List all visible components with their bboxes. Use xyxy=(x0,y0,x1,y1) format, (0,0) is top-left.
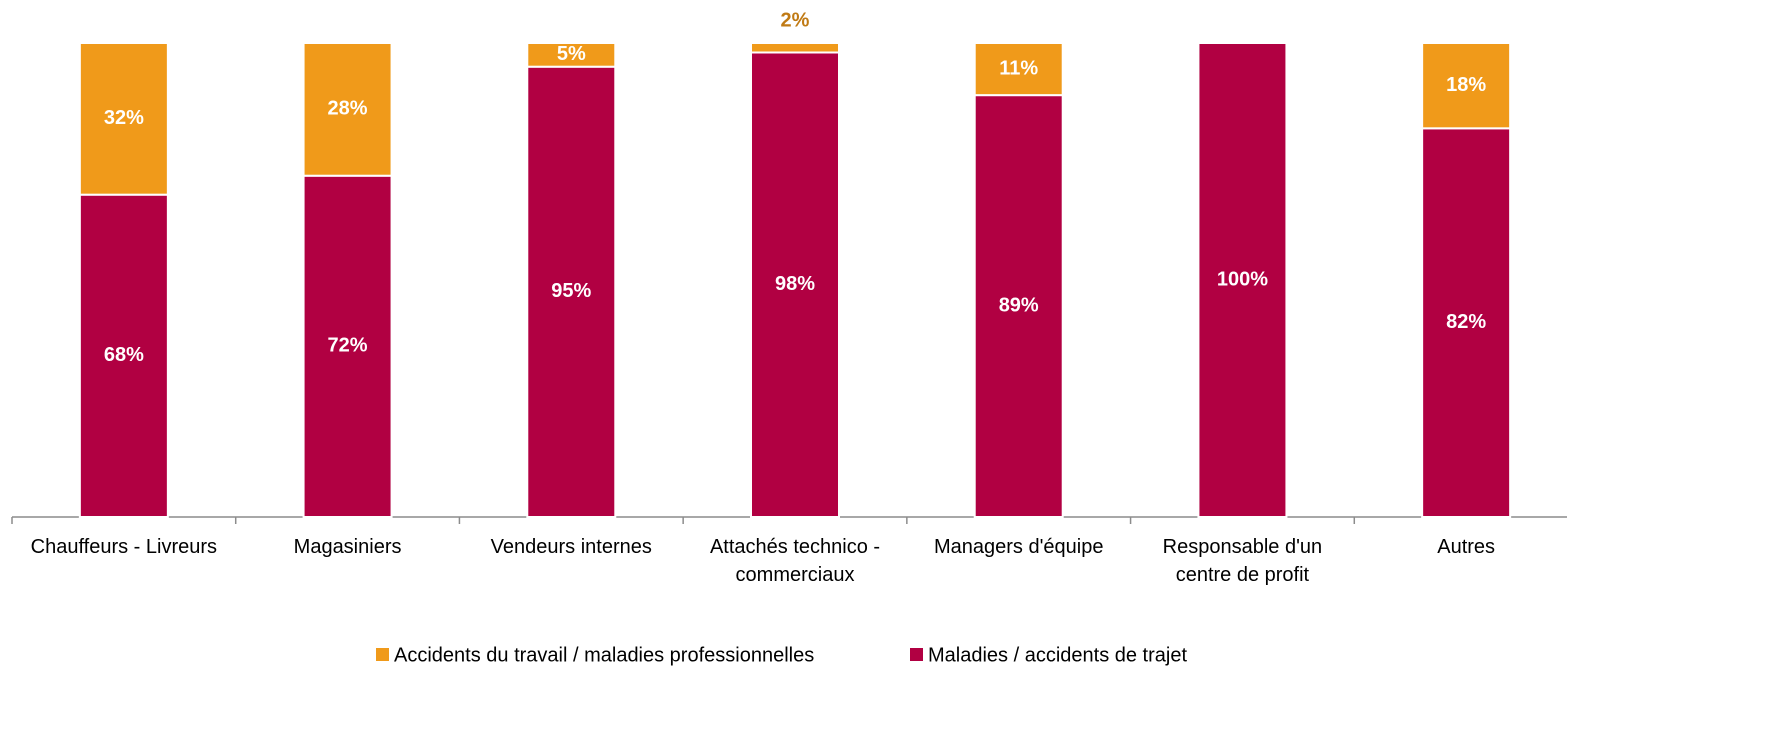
value-label: 68% xyxy=(104,344,144,366)
bar-segment xyxy=(1421,127,1512,518)
x-tick-label: Magasiniers xyxy=(294,536,402,558)
bar-segment xyxy=(302,42,393,177)
legend-swatch xyxy=(376,648,389,661)
value-label: 18% xyxy=(1446,74,1486,96)
bar-segment xyxy=(750,42,840,54)
bar-segment xyxy=(973,42,1064,97)
legend-swatch xyxy=(910,648,923,661)
legend-label: Accidents du travail / maladies professi… xyxy=(394,644,814,666)
x-tick-label: Managers d'équipe xyxy=(934,536,1104,558)
bar-segment xyxy=(302,174,393,518)
value-label: 100% xyxy=(1217,268,1268,290)
x-tick-label: Vendeurs internes xyxy=(491,536,652,558)
value-label: 98% xyxy=(775,273,815,295)
x-tick-label: Chauffeurs - Livreurs xyxy=(31,536,217,558)
bar-segment xyxy=(1421,42,1512,130)
legend-label: Maladies / accidents de trajet xyxy=(928,644,1187,666)
bar-segment xyxy=(526,42,617,68)
value-label: 11% xyxy=(999,57,1038,79)
value-label: 72% xyxy=(328,335,368,357)
bar-segment xyxy=(78,193,169,518)
bar-segment xyxy=(526,65,617,518)
bar-segment xyxy=(1197,42,1288,518)
value-label: 95% xyxy=(551,280,591,302)
value-label: 5% xyxy=(557,43,586,65)
bar-segment xyxy=(78,42,169,196)
x-tick-label: Autres xyxy=(1437,536,1495,558)
x-tick-label: Attachés technico -commerciaux xyxy=(710,536,880,586)
value-label: 32% xyxy=(104,107,144,129)
value-label: 82% xyxy=(1446,311,1486,333)
value-label: 28% xyxy=(328,98,368,120)
value-label: 2% xyxy=(781,9,810,31)
x-tick-label: Responsable d'un centre de profit xyxy=(1163,536,1323,586)
value-label: 89% xyxy=(999,294,1039,316)
